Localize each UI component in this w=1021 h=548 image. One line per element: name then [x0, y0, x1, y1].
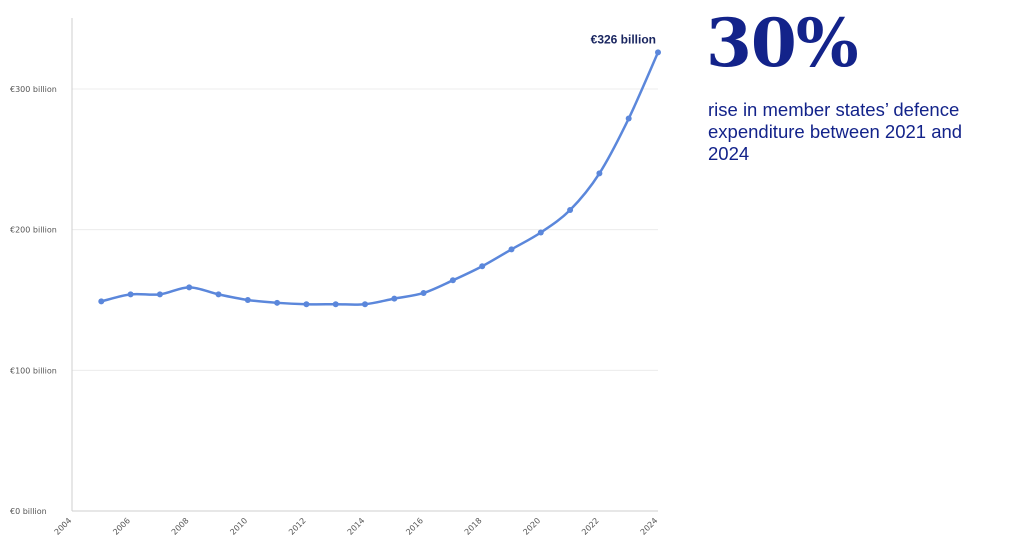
data-point — [655, 49, 661, 56]
x-tick-label: 2010 — [228, 516, 249, 537]
data-point — [215, 291, 222, 298]
x-tick-label: 2014 — [346, 516, 367, 537]
x-tick-label: 2024 — [639, 516, 660, 537]
data-point — [127, 291, 134, 298]
data-point — [391, 295, 398, 302]
data-point — [508, 246, 515, 253]
x-tick-label: 2012 — [287, 516, 308, 537]
data-point — [274, 299, 281, 306]
data-point — [156, 291, 163, 298]
data-point — [186, 284, 193, 291]
data-point — [625, 115, 632, 122]
x-tick-label: 2018 — [463, 516, 484, 537]
data-point — [244, 297, 251, 303]
y-tick-label: €300 billion — [10, 85, 57, 94]
data-point — [362, 301, 368, 308]
x-tick-label: 2022 — [580, 516, 601, 537]
data-point — [567, 206, 574, 213]
x-tick-label: 2004 — [53, 516, 74, 537]
headline-figure: 30% — [706, 4, 859, 82]
y-tick-label: €0 billion — [10, 507, 47, 516]
data-point — [449, 277, 456, 284]
line-chart: €0 billion €100 billion €200 billion €300 b… — [10, 18, 661, 537]
y-tick-label: €200 billion — [10, 226, 57, 235]
data-point — [332, 301, 339, 308]
x-tick-label: 2008 — [170, 516, 191, 537]
headline-description: rise in member states’ defence expenditu… — [708, 99, 963, 164]
series-line — [100, 51, 660, 306]
data-point — [479, 263, 486, 270]
data-point — [303, 301, 310, 308]
x-tick-label: 2006 — [111, 516, 132, 537]
data-point — [98, 298, 105, 305]
data-label: €326 billion — [591, 32, 656, 46]
y-tick-label: €100 billion — [10, 366, 57, 375]
data-point — [596, 170, 603, 177]
data-point — [537, 229, 544, 236]
x-tick-label: 2020 — [521, 516, 542, 537]
x-tick-label: 2016 — [404, 516, 425, 537]
data-point — [420, 289, 427, 296]
